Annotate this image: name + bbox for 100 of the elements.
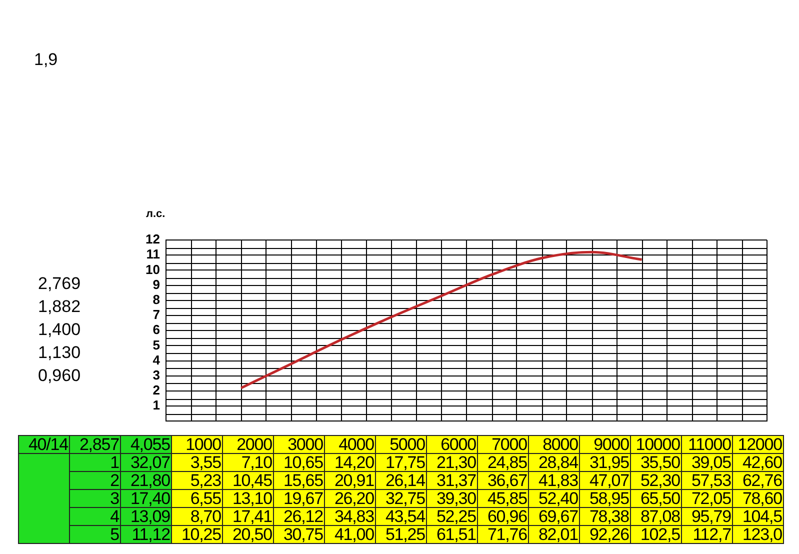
data-label: 13,09 <box>120 507 172 526</box>
data-label: 47,07 <box>580 471 630 490</box>
data-label: 7,10 <box>222 453 274 472</box>
data-label: 65,50 <box>630 489 682 508</box>
x-tick-label: 2000 <box>222 435 274 454</box>
data-label: 34,83 <box>324 507 376 526</box>
text: 1,9 <box>34 50 58 70</box>
data-label: 30,75 <box>274 525 324 544</box>
data-label: 32,07 <box>120 453 172 472</box>
x-tick-label: 5000 <box>376 435 426 454</box>
data-label: 36,67 <box>478 471 528 490</box>
y-tick-label: 4 <box>70 507 120 526</box>
y-tick-label: 9 <box>152 276 160 292</box>
data-label: 43,54 <box>376 507 426 526</box>
data-label: 17,41 <box>222 507 274 526</box>
data-label: 17,75 <box>376 453 426 472</box>
data-label: 6,55 <box>172 489 222 508</box>
x-tick-label: 1000 <box>172 435 222 454</box>
y-tick-label: 8 <box>152 292 160 307</box>
data-label: 20,50 <box>222 525 274 544</box>
line-series <box>240 250 644 390</box>
data-label: 95,79 <box>682 507 732 526</box>
data-label: 42,60 <box>732 453 784 472</box>
data-label: 112,7 <box>682 525 732 544</box>
data-label: 39,30 <box>426 489 478 508</box>
data-label: 8,70 <box>172 507 222 526</box>
data-label: 72,05 <box>682 489 732 508</box>
x-tick-label: 3000 <box>274 435 324 454</box>
data-label: 92,26 <box>580 525 630 544</box>
y-tick-label: 12 <box>146 232 160 247</box>
y-tick-label: 1 <box>152 398 160 413</box>
data-label: 41,83 <box>528 471 580 490</box>
data-label: 32,75 <box>376 489 426 508</box>
data-label: 123,0 <box>732 525 784 544</box>
data-label: 24,85 <box>478 453 528 472</box>
data-label: 57,53 <box>682 471 732 490</box>
y-axis-title: л.с. <box>146 208 166 220</box>
text: 40/14 <box>18 435 70 454</box>
x-tick-label: 8000 <box>528 435 580 454</box>
data-label: 21,30 <box>426 453 478 472</box>
data-label: 87,08 <box>630 507 682 526</box>
text: 1,130 <box>38 342 81 364</box>
data-label: 15,65 <box>274 471 324 490</box>
y-tick-label: 7 <box>152 307 160 322</box>
x-tick-label: 4000 <box>324 435 376 454</box>
data-label: 13,10 <box>222 489 274 508</box>
y-tick-label: 5 <box>70 525 120 544</box>
data-label: 17,40 <box>120 489 172 508</box>
data-label: 26,20 <box>324 489 376 508</box>
data-label: 39,05 <box>682 453 732 472</box>
y-tick-label: 1 <box>70 453 120 472</box>
data-label: 31,37 <box>426 471 478 490</box>
data-label: 3,55 <box>172 453 222 472</box>
data-label: 61,51 <box>426 525 478 544</box>
y-tick-label: 4 <box>152 352 161 368</box>
data-label: 82,01 <box>528 525 580 544</box>
data-label: 52,30 <box>630 471 682 490</box>
y-tick-label: 10 <box>146 262 160 277</box>
x-tick-label: 11000 <box>682 435 732 454</box>
data-label: 10,65 <box>274 453 324 472</box>
data-label: 41,00 <box>324 525 376 544</box>
data-label: 60,96 <box>478 507 528 526</box>
text: 2,857 <box>70 435 120 454</box>
data-label: 102,5 <box>630 525 682 544</box>
data-label: 78,60 <box>732 489 784 508</box>
text: 0,960 <box>38 365 81 387</box>
data-label: 14,20 <box>324 453 376 472</box>
data-label: 11,12 <box>120 525 172 544</box>
data-label: 69,67 <box>528 507 580 526</box>
data-label: 52,40 <box>528 489 580 508</box>
x-tick-label: 7000 <box>478 435 528 454</box>
data-label: 45,85 <box>478 489 528 508</box>
text: 2,769 <box>38 273 81 295</box>
data-label: 10,25 <box>172 525 222 544</box>
x-tick-label: 9000 <box>580 435 630 454</box>
y-tick-label: 5 <box>152 337 160 352</box>
y-tick-label: 11 <box>146 246 160 262</box>
data-label: 5,23 <box>172 471 222 490</box>
data-label: 28,84 <box>528 453 580 472</box>
data-label: 62,76 <box>732 471 784 490</box>
data-label: 20,91 <box>324 471 376 490</box>
text: 1,882 <box>38 296 81 318</box>
data-label: 78,38 <box>580 507 630 526</box>
y-tick-label: 3 <box>70 489 120 508</box>
data-label: 19,67 <box>274 489 324 508</box>
data-label: 31,95 <box>580 453 630 472</box>
x-tick-label: 4,055 <box>120 435 172 454</box>
data-label: 58,95 <box>580 489 630 508</box>
y-tick-label: 2 <box>70 471 120 490</box>
data-label: 26,14 <box>376 471 426 490</box>
y-tick-label: 2 <box>152 382 160 398</box>
x-tick-label: 12000 <box>732 435 784 454</box>
data-label: 35,50 <box>630 453 682 472</box>
data-label: 51,25 <box>376 525 426 544</box>
x-tick-label: 10000 <box>630 435 682 454</box>
data-label: 26,12 <box>274 507 324 526</box>
data-label: 21,80 <box>120 471 172 490</box>
y-tick-label: 6 <box>152 322 160 338</box>
data-label: 10,45 <box>222 471 274 490</box>
text: 1,400 <box>38 319 81 341</box>
